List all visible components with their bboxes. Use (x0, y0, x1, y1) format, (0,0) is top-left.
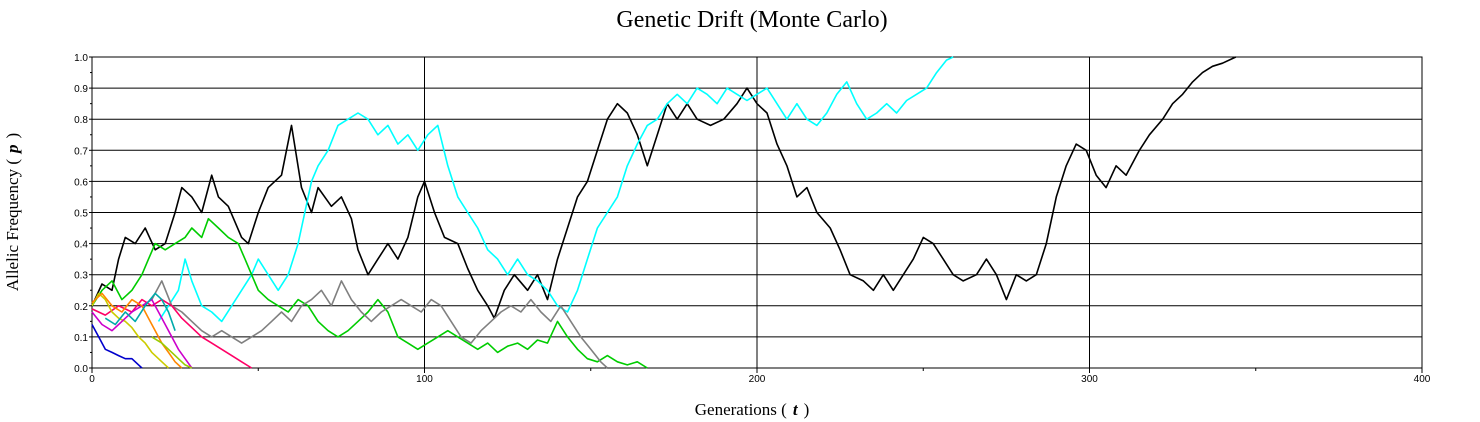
y-tick-label: 0.8 (74, 115, 88, 126)
x-tick-label: 200 (749, 374, 766, 385)
x-axis-label: Generations ( t) (695, 400, 809, 419)
x-axis-label-text: Generations ( (695, 400, 787, 419)
series-line-2 (157, 56, 954, 323)
y-tick-label: 0.1 (74, 333, 88, 344)
series-line-8 (91, 298, 193, 369)
y-tick-label: 0.6 (74, 177, 88, 188)
grid-lines (92, 57, 1422, 368)
series-line-3 (91, 217, 648, 369)
y-axis-label-close: ) (3, 133, 22, 139)
y-tick-label: 0.3 (74, 271, 88, 282)
series-line-10 (104, 292, 176, 331)
y-tick-label: 0.0 (74, 364, 88, 375)
axis-ticks: 0.0 0.1 0.2 0.3 0.4 0.5 0.6 0.7 0.8 0.9 1.0 0 100 200… (74, 53, 1431, 385)
series-line-1 (91, 56, 1237, 320)
series-line-11 (151, 336, 193, 369)
y-axis-label-text: Allelic Frequency ( (3, 159, 22, 292)
series-line-4 (151, 280, 608, 369)
series-layer (91, 56, 1237, 369)
x-axis-label-variable: t (793, 400, 799, 419)
series-line-9 (91, 292, 183, 369)
series-line-6 (91, 324, 143, 369)
y-tick-label: 0.7 (74, 146, 88, 157)
y-tick-label: 0.5 (74, 209, 88, 220)
chart-title: Genetic Drift (Monte Carlo) (616, 7, 887, 33)
y-axis-label-variable: p (3, 144, 22, 155)
x-tick-label: 100 (416, 374, 433, 385)
y-tick-label: 0.2 (74, 302, 88, 313)
x-tick-label: 400 (1414, 374, 1431, 385)
y-tick-label: 0.4 (74, 240, 88, 251)
series-line-7 (91, 292, 170, 369)
x-axis-label-close: ) (804, 400, 810, 419)
y-axis-label: Allelic Frequency ( p) (3, 133, 22, 291)
y-tick-label: 0.9 (74, 84, 88, 95)
x-tick-label: 0 (89, 374, 95, 385)
y-tick-label: 1.0 (74, 53, 88, 64)
x-tick-label: 300 (1081, 374, 1098, 385)
